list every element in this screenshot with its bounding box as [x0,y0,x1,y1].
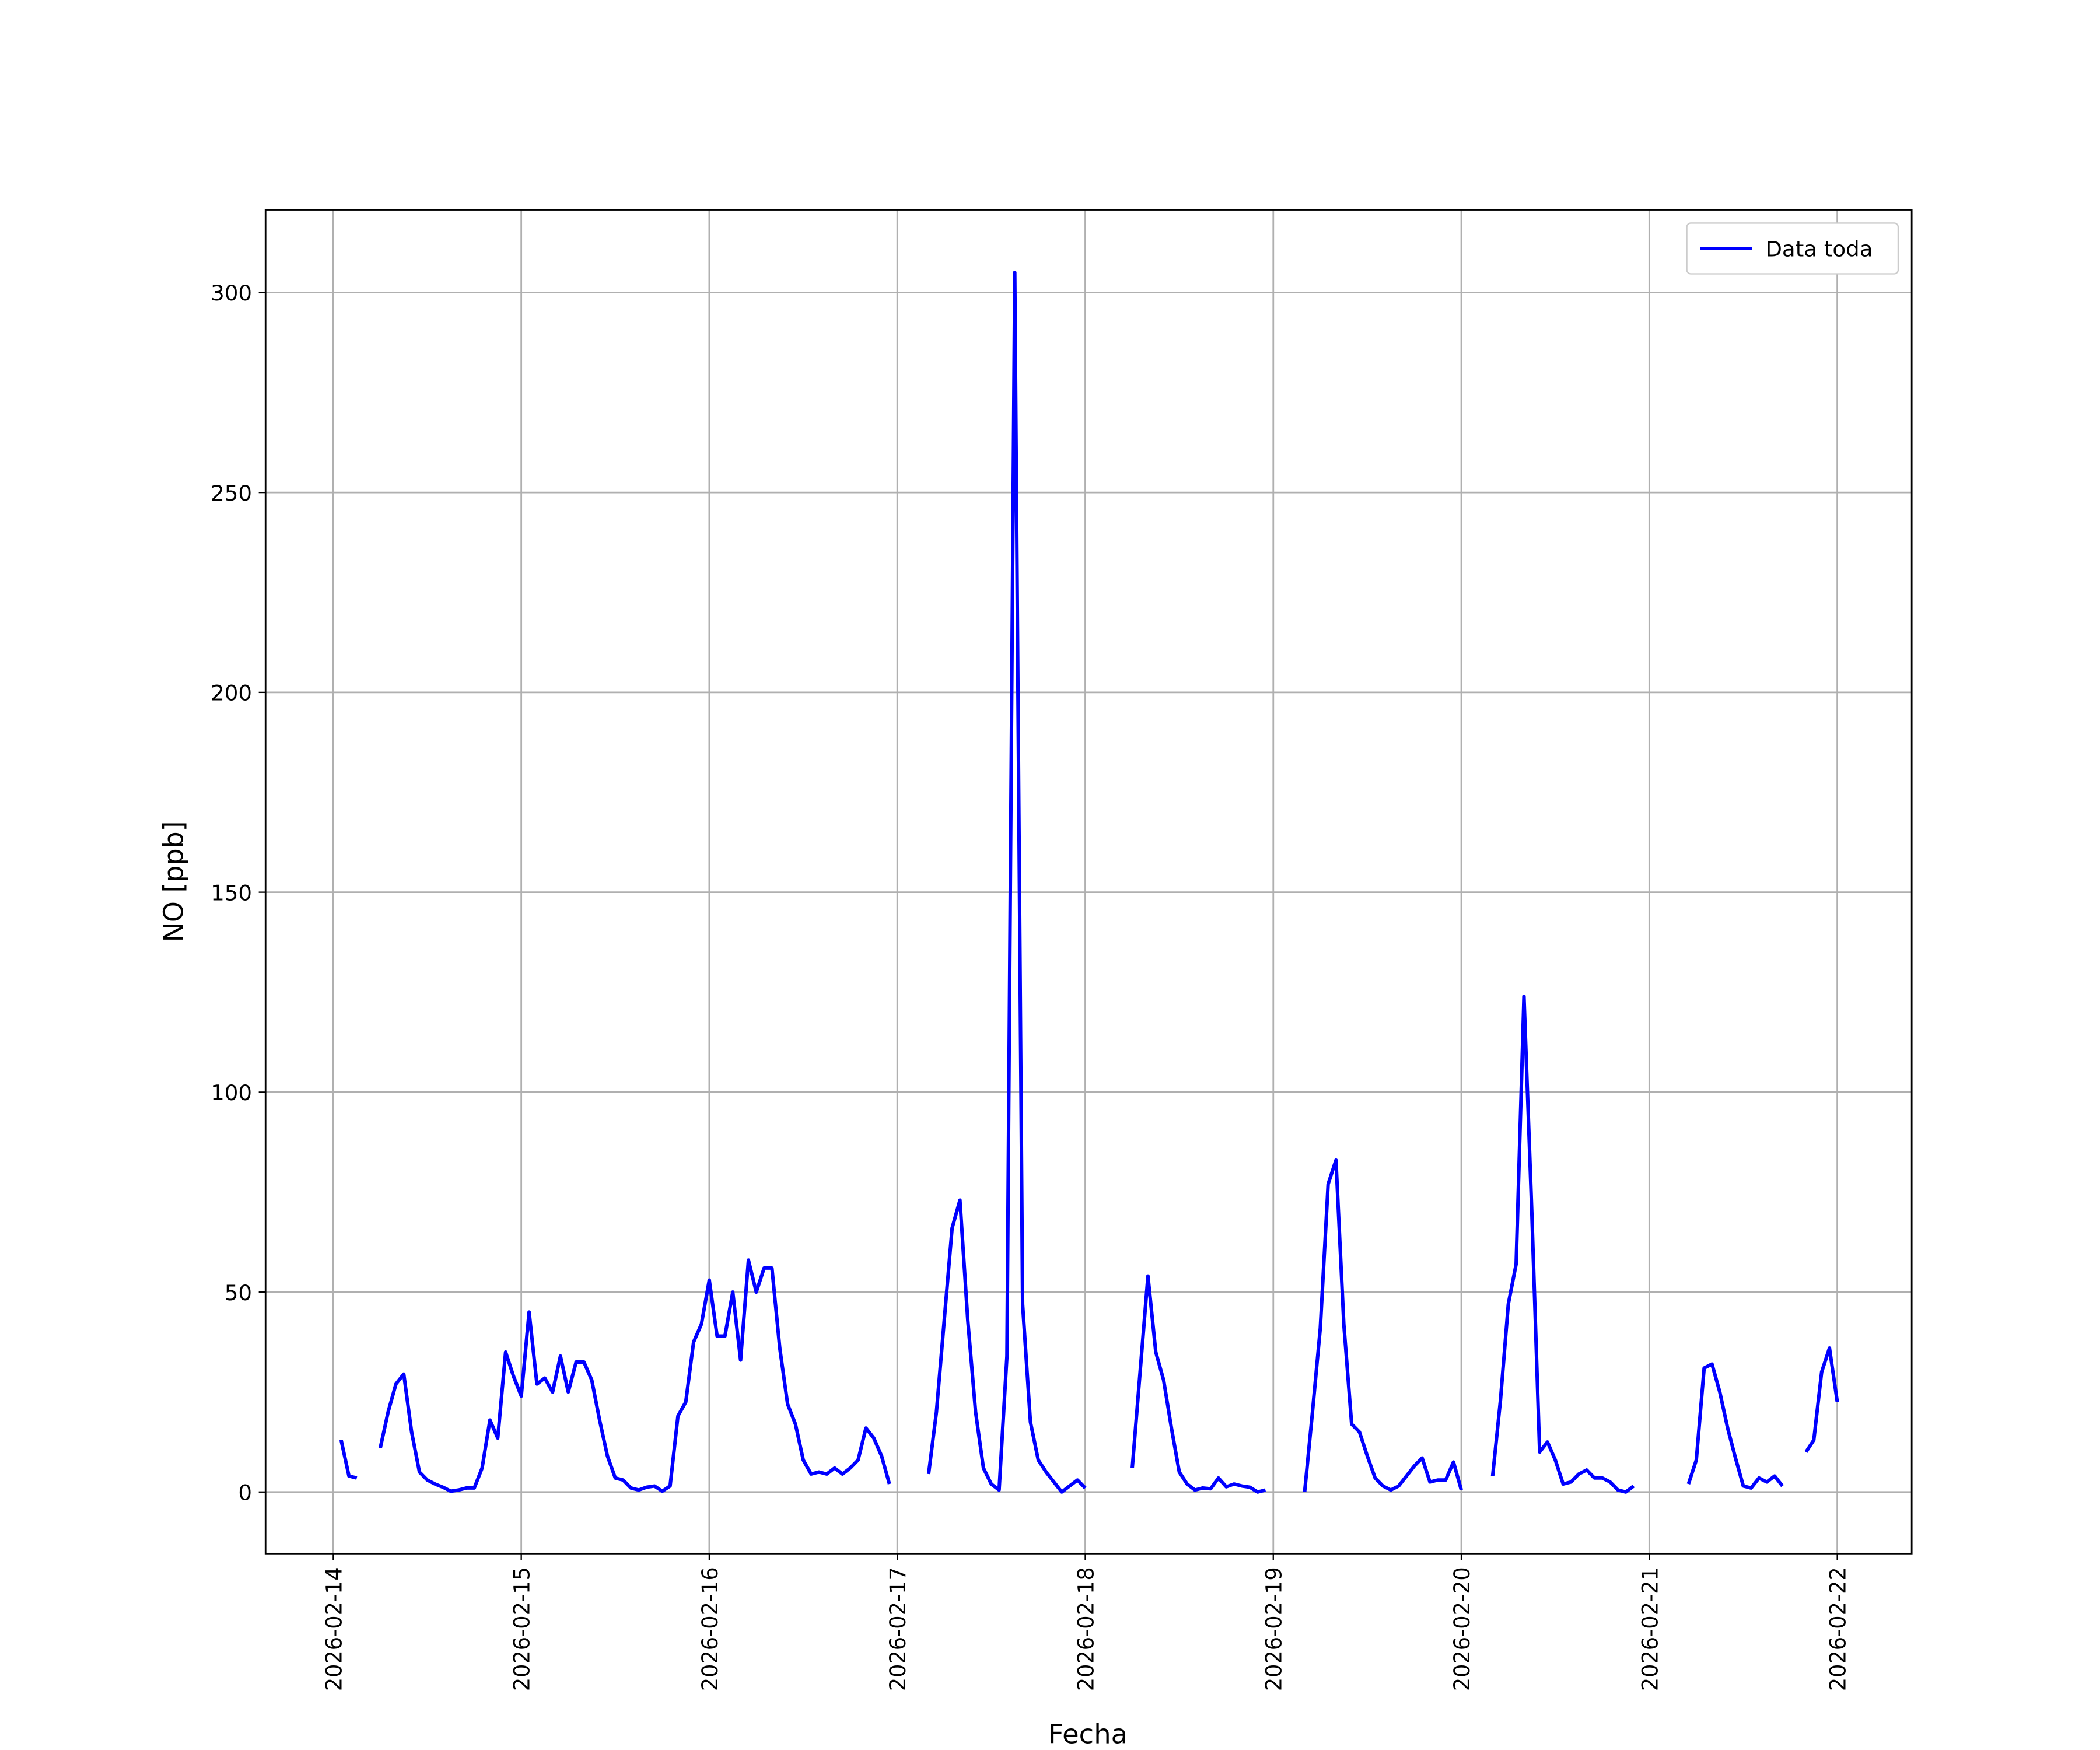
x-tick-label: 2026-02-15 [509,1567,534,1691]
y-tick-label: 150 [211,881,252,906]
x-tick-label: 2026-02-16 [698,1567,723,1691]
y-tick-label: 50 [225,1280,252,1306]
data-line [339,271,1839,1494]
x-tick-label: 2026-02-14 [321,1567,346,1691]
y-tick-label: 300 [211,281,252,306]
x-tick-label: 2026-02-21 [1637,1567,1662,1691]
x-tick-label: 2026-02-17 [886,1567,911,1691]
y-tick-label: 100 [211,1080,252,1105]
legend-label: Data toda [1765,237,1873,262]
x-tick-label: 2026-02-22 [1825,1567,1850,1691]
plot-frame [264,209,1913,1555]
x-axis-label: Fecha [1048,1718,1128,1750]
x-tick-label: 2026-02-20 [1450,1567,1475,1691]
y-axis-label: NO [ppb] [158,821,189,943]
y-tick-label: 0 [238,1480,252,1506]
legend-box [1686,222,1899,275]
legend: Data toda [1686,222,1899,275]
y-tick-label: 250 [211,481,252,506]
x-tick-label: 2026-02-19 [1261,1567,1286,1691]
y-tick-label: 200 [211,681,252,706]
x-tick-label: 2026-02-18 [1073,1567,1098,1691]
